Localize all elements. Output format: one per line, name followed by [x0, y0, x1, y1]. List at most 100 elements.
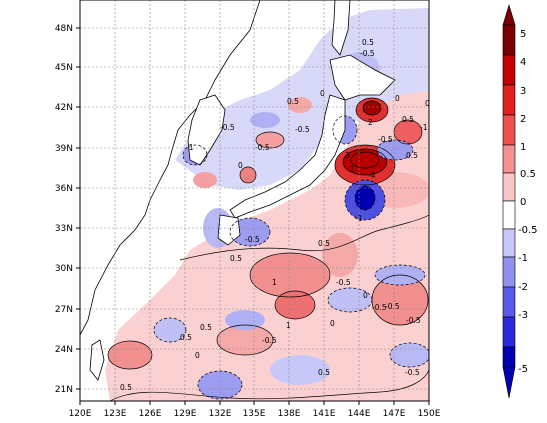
- y-tick-label: 24N: [55, 345, 73, 355]
- colorbar-label: -5: [518, 364, 528, 375]
- contour-label: -0.5: [262, 336, 277, 345]
- cold-anomaly: [377, 140, 413, 160]
- contour-label: 1: [286, 321, 291, 330]
- x-tick-label: 129E: [174, 409, 197, 419]
- colorbar-segment: [502, 346, 516, 368]
- y-tick-label: 30N: [55, 264, 73, 274]
- warm-anomaly: [275, 291, 315, 319]
- y-axis: 21N 24N 27N 30N 33N 36N 39N 42N 45N 48N: [55, 24, 80, 395]
- y-tick-label: 39N: [55, 144, 73, 154]
- warm-anomaly: [288, 97, 312, 113]
- contour-label: -0.5: [220, 123, 235, 132]
- x-axis: 120E 123E 126E 129E 132E 135E 138E 141E …: [69, 401, 441, 419]
- contour-label: 0.5: [230, 254, 242, 263]
- contour-label: 0.5: [120, 383, 132, 392]
- contour-label: 0: [395, 94, 400, 103]
- colorbar-segments: [502, 24, 516, 368]
- x-tick-label: 120E: [69, 409, 92, 419]
- contour-label: -1: [186, 143, 194, 152]
- x-tick-label: 138E: [278, 409, 301, 419]
- colorbar-segment: [502, 114, 516, 146]
- contour-label: 0: [238, 161, 243, 170]
- warm-anomaly: [250, 253, 330, 297]
- cold-anomaly: [270, 355, 330, 385]
- contour-label: -0.5: [245, 235, 260, 244]
- warm-anomaly: [193, 172, 217, 188]
- y-tick-label: 33N: [55, 224, 73, 234]
- solid-contours: [107, 97, 429, 401]
- contour-label: -0.5: [372, 303, 387, 312]
- y-tick-label: 48N: [55, 24, 73, 34]
- colorbar-label: 1: [520, 142, 526, 153]
- colorbar-segment: [502, 256, 516, 288]
- korean-peninsula: [187, 94, 226, 166]
- colorbar-label: -2: [518, 282, 528, 293]
- japan-hokkaido: [329, 54, 396, 101]
- colorbar-segment: [502, 286, 516, 318]
- warm-anomaly: [372, 275, 428, 325]
- contour-label: 0: [363, 291, 368, 300]
- colorbar-segment: [502, 316, 516, 348]
- contour-label: 2: [368, 118, 373, 127]
- contour-label: 1: [350, 165, 355, 174]
- cold-anomaly: [328, 288, 372, 312]
- contour-label: 0.5: [318, 239, 330, 248]
- colorbar-label: -3: [518, 310, 528, 321]
- y-tick-label: 21N: [55, 385, 73, 395]
- x-tick-label: 132E: [209, 409, 232, 419]
- x-tick-label: 150E: [418, 409, 441, 419]
- strong-cold-core: [355, 186, 375, 210]
- cold-anomaly: [225, 310, 265, 330]
- contour-label: 0: [320, 89, 325, 98]
- colorbar-segment: [502, 144, 516, 174]
- warm-anomaly: [240, 167, 256, 183]
- contour-label: -0.5: [406, 316, 421, 325]
- contour-label: -0.5: [378, 135, 393, 144]
- warm-anomaly: [394, 120, 422, 144]
- contour-label: 0: [195, 351, 200, 360]
- colorbar-label: -0.5: [518, 225, 538, 236]
- china-korea-land: [80, 0, 261, 336]
- x-tick-label: 126E: [139, 409, 162, 419]
- contour-label: 0: [330, 319, 335, 328]
- contour-label: 0.5: [402, 115, 414, 124]
- y-tick-label: 36N: [55, 184, 73, 194]
- x-tick-label: 147E: [383, 409, 406, 419]
- warm-anomaly: [217, 325, 273, 355]
- warm-anomaly: [256, 132, 284, 148]
- dashed-contours: [153, 115, 429, 400]
- warm-anomaly: [322, 233, 358, 277]
- colorbar-label: 2: [520, 114, 526, 125]
- colorbar-segment: [502, 84, 516, 116]
- contour-label: -0.5: [405, 368, 420, 377]
- y-tick-label: 27N: [55, 305, 73, 315]
- sakhalin: [331, 0, 351, 56]
- colorbar-segment: [502, 24, 516, 56]
- contour-label: 0.5: [180, 333, 192, 342]
- colorbar-segment: [502, 200, 516, 230]
- contour-label: -0.5: [385, 302, 400, 311]
- contour-label: 0.5: [200, 323, 212, 332]
- x-tick-label: 123E: [104, 409, 127, 419]
- warm-anomaly: [108, 341, 152, 369]
- contour-label: -0.5: [295, 125, 310, 134]
- colorbar-label: -1: [518, 253, 528, 264]
- contour-label: 0.5: [406, 151, 418, 160]
- contour-label: -0.5: [255, 143, 270, 152]
- colorbar-label: 5: [520, 29, 526, 40]
- cold-anomaly: [250, 112, 280, 128]
- taiwan: [89, 339, 105, 381]
- colorbar-label: 0: [520, 197, 526, 208]
- x-tick-label: 141E: [313, 409, 336, 419]
- japan-kyushu: [217, 214, 241, 246]
- x-tick-label: 135E: [243, 409, 266, 419]
- colorbar: 5 4 3 2 1 0.5 0 -0.5 -1 -2 -3 -5: [502, 3, 538, 399]
- contour-label: 0: [425, 99, 430, 108]
- colorbar-segment: [502, 172, 516, 202]
- y-tick-label: 45N: [55, 63, 73, 73]
- graticule: [80, 0, 429, 401]
- colorbar-segment: [502, 54, 516, 86]
- cold-anomaly: [390, 343, 429, 367]
- colorbar-label: 0.5: [520, 169, 536, 180]
